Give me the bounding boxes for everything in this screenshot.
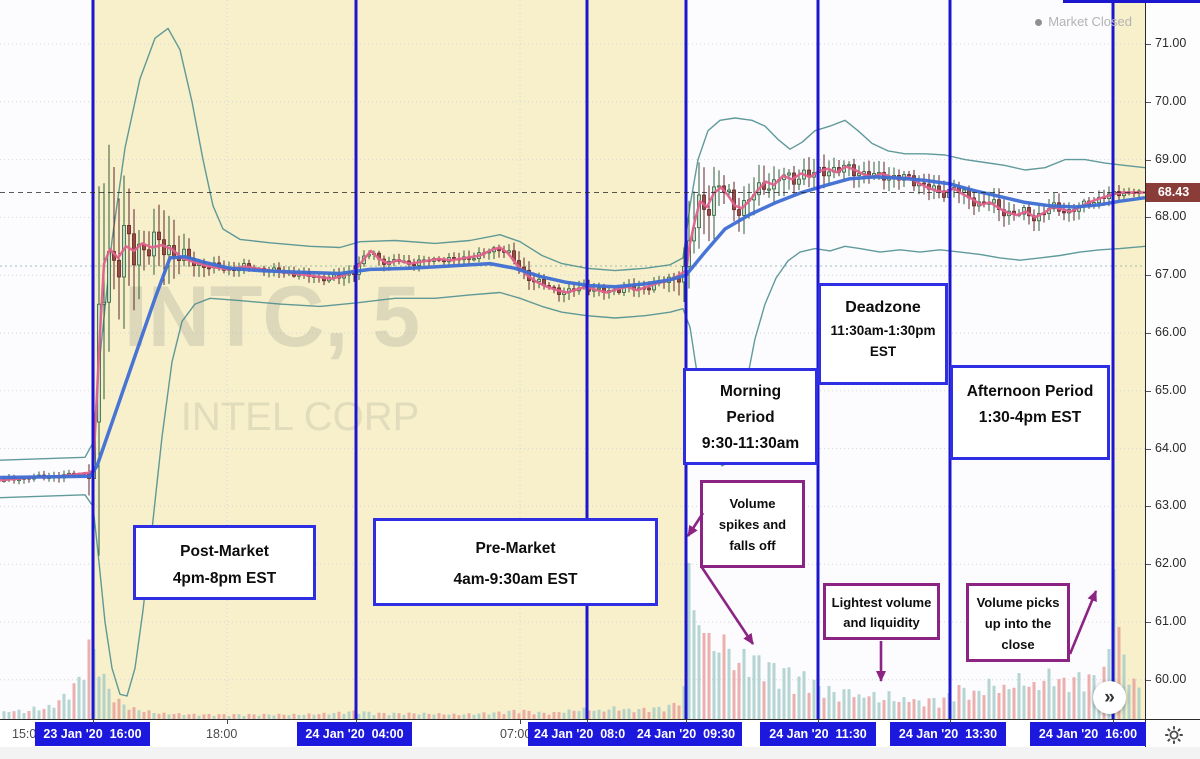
time-tick <box>520 720 521 724</box>
time-tick <box>818 720 819 724</box>
time-label: 18:00 <box>206 727 238 741</box>
price-tick <box>1146 101 1151 103</box>
price-tick <box>1146 448 1151 450</box>
annotation-line: up into the <box>984 616 1052 631</box>
price-tick <box>1146 275 1151 277</box>
annotation-line: Pre-Market <box>475 540 556 557</box>
gear-icon[interactable] <box>1163 724 1185 746</box>
watermark-symbol: INTC, 5 <box>124 269 420 365</box>
time-tick <box>950 720 951 724</box>
price-label: 70.00 <box>1155 93 1187 108</box>
time-tick <box>356 720 357 724</box>
annotation-line: Post-Market <box>180 543 269 560</box>
time-tick <box>93 720 94 724</box>
annotation-box-volume-pickup[interactable]: Volume picks up into the close <box>966 583 1070 662</box>
annotation-line: Period <box>726 409 775 426</box>
price-label: 64.00 <box>1155 440 1187 455</box>
price-label: 68.00 <box>1155 209 1187 224</box>
price-label: 67.00 <box>1155 267 1187 282</box>
status-dot-icon <box>1035 19 1043 27</box>
price-label: 62.00 <box>1155 556 1187 571</box>
market-status-label: Market Closed <box>1048 14 1132 29</box>
time-tick <box>227 720 228 724</box>
annotation-line: EST <box>869 344 897 359</box>
price-tick <box>1146 217 1151 219</box>
time-label-highlighted: 24 Jan '20 13:30 <box>890 722 1006 746</box>
annotation-line: 1:30-4pm EST <box>978 409 1082 426</box>
annotation-line: Deadzone <box>845 299 921 316</box>
price-label: 60.00 <box>1155 671 1187 686</box>
price-tick <box>1146 333 1151 334</box>
annotation-line: 4am-9:30am EST <box>453 571 578 588</box>
time-label-highlighted: 24 Jan '20 16:00 <box>1030 722 1146 746</box>
price-tick <box>1146 622 1151 623</box>
annotation-line: Lightest volume <box>831 595 932 610</box>
price-tick <box>1146 506 1151 508</box>
price-label: 71.00 <box>1155 36 1187 50</box>
price-label: 65.00 <box>1155 382 1187 397</box>
annotation-line: 11:30am-1:30pm <box>830 323 936 338</box>
price-label: 66.00 <box>1155 325 1187 339</box>
window-bottom-strip <box>0 747 1200 759</box>
price-tick <box>1146 44 1151 45</box>
annotation-line: spikes and <box>718 517 787 532</box>
time-tick <box>587 720 588 724</box>
price-tick <box>1146 679 1151 681</box>
annotation-box-morning-period[interactable]: Morning Period 9:30-11:30am <box>683 368 818 465</box>
price-chart[interactable]: INTC, 5 INTEL CORP <box>0 0 1145 719</box>
annotation-line: Volume picks <box>976 595 1060 610</box>
price-axis[interactable]: 68.43 71.00 70.00 69.00 68.00 67.00 66.00 65.0… <box>1145 0 1200 747</box>
annotation-box-lightest-volume[interactable]: Lightest volume and liquidity <box>823 583 940 640</box>
annotation-box-volume-spike[interactable]: Volume spikes and falls off <box>700 480 805 568</box>
time-label-highlighted: 24 Jan '20 04:00 <box>297 722 412 746</box>
price-tick <box>1146 390 1151 392</box>
annotation-box-pre-market[interactable]: Pre-Market 4am-9:30am EST <box>373 518 658 606</box>
annotation-box-post-market[interactable]: Post-Market 4pm-8pm EST <box>133 525 316 600</box>
annotation-line: 4pm-8pm EST <box>172 570 277 587</box>
annotation-line: and liquidity <box>843 615 920 630</box>
annotation-box-afternoon-period[interactable]: Afternoon Period 1:30-4pm EST <box>950 365 1110 460</box>
chevron-right-icon: » <box>1104 687 1115 708</box>
price-label: 61.00 <box>1155 614 1187 628</box>
collapse-panel-button[interactable]: » <box>1093 681 1126 714</box>
annotation-line: Afternoon Period <box>966 383 1094 400</box>
time-label-highlighted: 24 Jan '20 09:30 <box>630 722 742 746</box>
session-top-edge <box>1063 0 1200 3</box>
price-tick <box>1146 564 1151 566</box>
annotation-line: 9:30-11:30am <box>701 435 800 452</box>
annotation-box-deadzone[interactable]: Deadzone 11:30am-1:30pm EST <box>818 283 948 385</box>
price-label: 69.00 <box>1155 151 1187 166</box>
price-label: 63.00 <box>1155 498 1187 513</box>
annotation-line: falls off <box>729 538 776 553</box>
time-label-highlighted: 24 Jan '20 08:0 <box>528 722 630 746</box>
time-tick <box>686 720 687 724</box>
time-label: 07:00 <box>500 727 532 741</box>
time-tick <box>1113 720 1114 724</box>
annotation-line: Morning <box>719 383 782 400</box>
time-axis[interactable]: 15:00 18:00 07:00 23 Jan '20 16:00 24 Jan '2… <box>0 719 1146 747</box>
annotation-line: close <box>1001 637 1035 652</box>
last-price-badge: 68.43 <box>1146 183 1200 202</box>
time-label-highlighted: 23 Jan '20 16:00 <box>35 722 150 746</box>
time-label-highlighted: 24 Jan '20 11:30 <box>760 722 876 746</box>
price-tick <box>1146 159 1151 161</box>
axis-corner <box>1146 719 1200 747</box>
annotation-line: Volume <box>729 496 776 511</box>
watermark-company: INTEL CORP <box>181 395 420 439</box>
market-status: Market Closed <box>1035 14 1132 29</box>
